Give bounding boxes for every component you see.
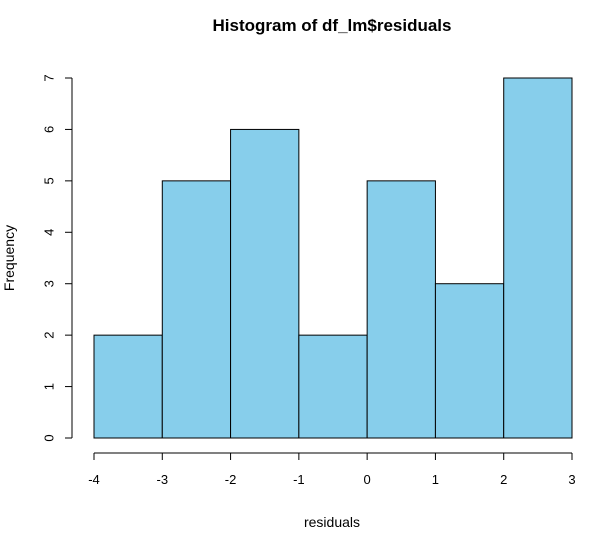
histogram-bar <box>161 180 232 439</box>
histogram-bar <box>503 77 573 439</box>
histogram-bar <box>230 128 300 439</box>
x-axis-label: residuals <box>304 514 360 530</box>
histogram-bar <box>434 283 505 439</box>
y-axis-label: Frequency <box>1 225 17 291</box>
x-tick-label: 2 <box>500 472 507 487</box>
x-tick-label: 0 <box>364 472 371 487</box>
x-tick-label: -3 <box>157 472 169 487</box>
y-tick-label: 5 <box>42 177 57 184</box>
y-tick-label: 1 <box>42 383 57 390</box>
y-tick-label: 3 <box>42 280 57 287</box>
y-axis: 0 1 2 3 4 5 6 7 <box>42 74 73 442</box>
x-tick-label: 1 <box>432 472 439 487</box>
histogram-bar <box>366 180 436 439</box>
y-tick-label: 7 <box>42 74 57 81</box>
x-tick-label: 3 <box>568 472 575 487</box>
histogram-bar <box>298 334 368 439</box>
y-tick-label: 0 <box>42 434 57 441</box>
histogram-bar <box>93 334 163 439</box>
x-tick-label: -1 <box>293 472 305 487</box>
bars-layer <box>93 77 573 439</box>
x-tick-label: -2 <box>225 472 237 487</box>
y-tick-label: 2 <box>42 332 57 339</box>
x-tick-label: -4 <box>88 472 100 487</box>
x-axis: -4 -3 -2 -1 0 1 2 3 <box>88 452 576 487</box>
chart-title: Histogram of df_lm$residuals <box>212 16 451 35</box>
y-tick-label: 4 <box>42 229 57 236</box>
y-tick-label: 6 <box>42 126 57 133</box>
